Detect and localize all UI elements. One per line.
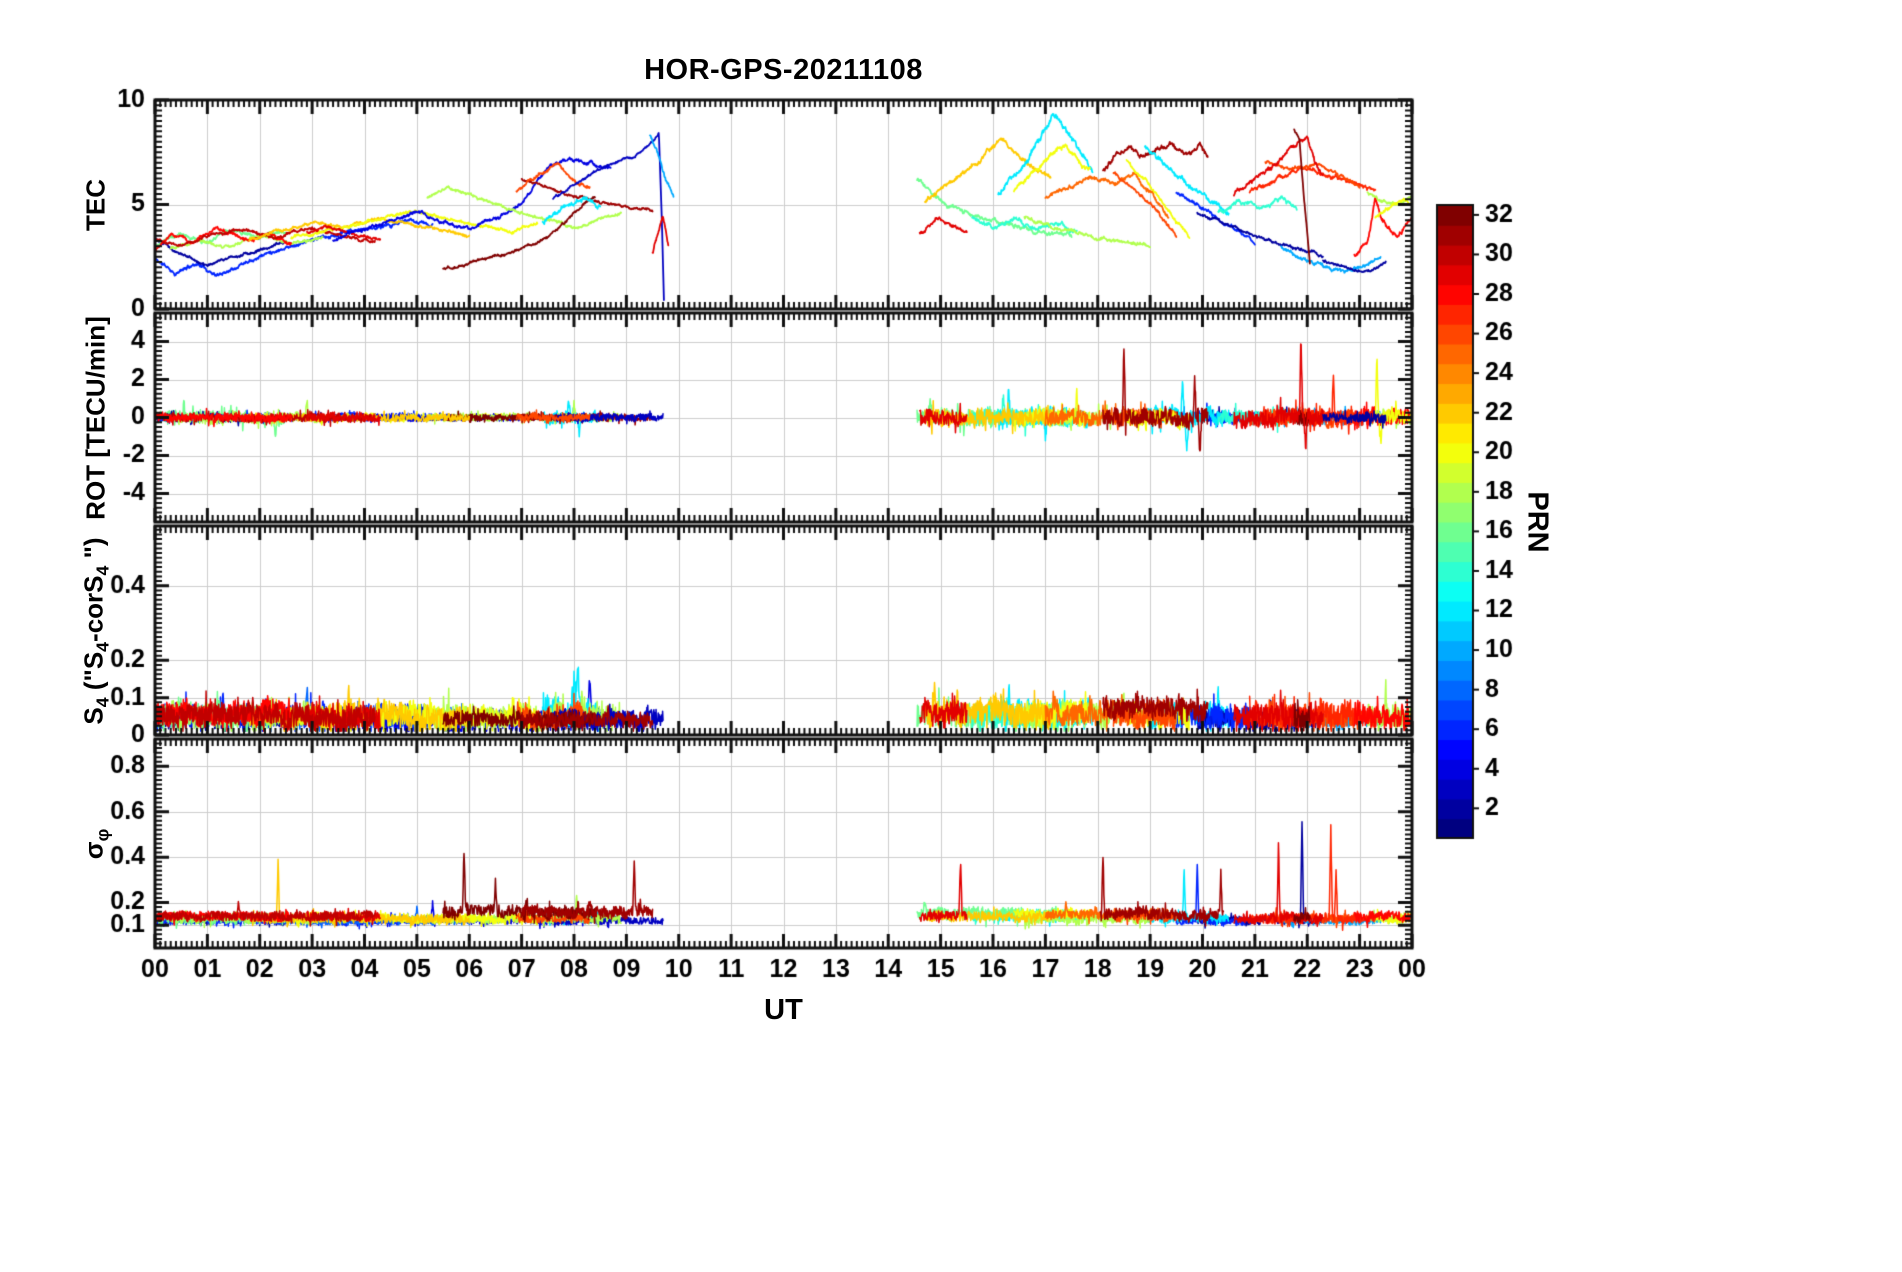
ylabel-rot: ROT [TECU/min] (80, 316, 111, 520)
colorbar-label: PRN (1521, 491, 1554, 553)
chart-title: HOR-GPS-20211108 (644, 54, 923, 86)
ylabel-s4: S4 ("S4-corS4 ") (78, 537, 113, 725)
x-axis-label: UT (764, 994, 803, 1026)
ylabel-sigma-phi: σφ (78, 828, 113, 860)
ylabel-tec: TEC (80, 179, 111, 231)
